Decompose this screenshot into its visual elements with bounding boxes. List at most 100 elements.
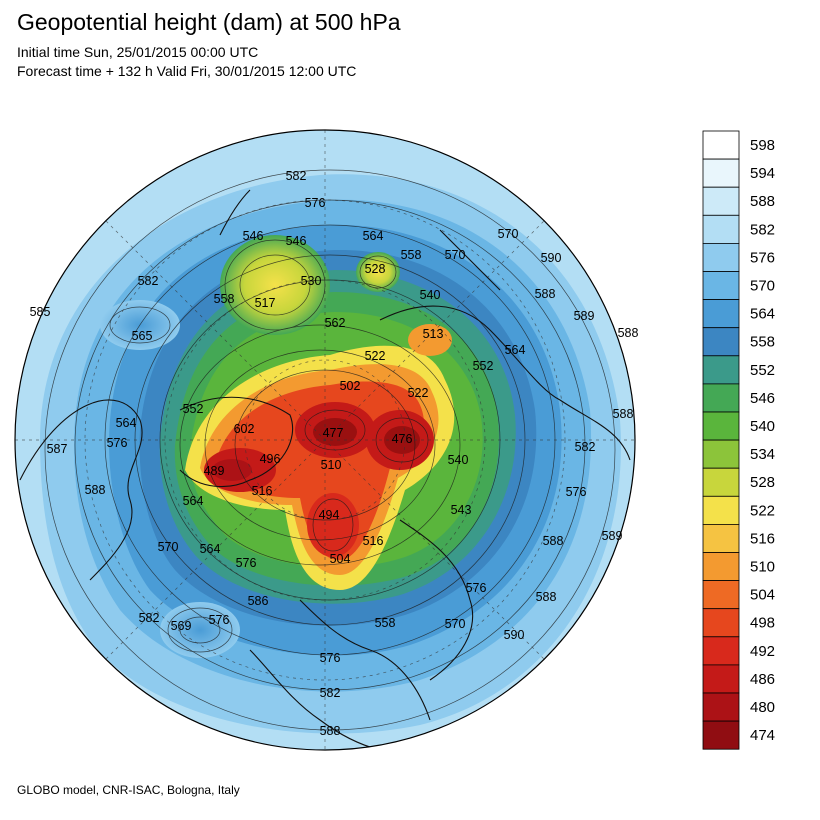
contour-label: 516: [363, 534, 384, 548]
contour-label: 564: [116, 416, 137, 430]
contour-label: 576: [320, 651, 341, 665]
colorbar-label: 528: [750, 474, 775, 491]
contour-label: 570: [445, 248, 466, 262]
contour-label: 528: [365, 262, 386, 276]
colorbar-box-534: [702, 439, 740, 469]
contour-label: 517: [255, 296, 276, 310]
contour-label: 585: [30, 305, 51, 319]
colorbar-box-474: [702, 720, 740, 750]
contour-label: 588: [535, 287, 556, 301]
contour-label: 565: [132, 329, 153, 343]
colorbar-box-498: [702, 608, 740, 638]
colorbar-box-588: [702, 186, 740, 216]
contour-label: 570: [498, 227, 519, 241]
contour-label: 586: [248, 594, 269, 608]
contour-label: 552: [183, 402, 204, 416]
contour-label: 570: [445, 617, 466, 631]
map-title: Geopotential height (dam) at 500 hPa: [17, 9, 401, 35]
colorbar-label: 552: [750, 362, 775, 379]
contour-label: 530: [301, 274, 322, 288]
contour-label: 546: [286, 234, 307, 248]
colorbar-label: 564: [750, 306, 775, 323]
forecast-time-label: Forecast time + 132 h Valid Fri, 30/01/2…: [17, 63, 357, 79]
colorbar-box-510: [702, 552, 740, 582]
colorbar-label: 486: [750, 671, 775, 688]
contour-label: 477: [323, 426, 344, 440]
contour-label: 590: [504, 628, 525, 642]
contour-label: 564: [363, 229, 384, 243]
contour-label: 570: [158, 540, 179, 554]
colorbar-label: 540: [750, 418, 775, 435]
contour-label: 590: [541, 251, 562, 265]
colorbar-label: 516: [750, 530, 775, 547]
initial-time-label: Initial time Sun, 25/01/2015 00:00 UTC: [17, 44, 259, 60]
contour-label: 476: [392, 432, 413, 446]
colorbar-label: 498: [750, 615, 775, 632]
colorbar-box-576: [702, 242, 740, 272]
contour-label: 522: [408, 386, 429, 400]
contour-label: 562: [325, 316, 346, 330]
contour-label: 496: [260, 452, 281, 466]
colorbar-box-480: [702, 692, 740, 722]
graticule: [15, 130, 635, 750]
map-border: [14, 129, 636, 751]
model-credit: GLOBO model, CNR-ISAC, Bologna, Italy: [17, 783, 240, 797]
contour-label: 602: [234, 422, 255, 436]
contour-label: 558: [375, 616, 396, 630]
colorbar-box-528: [702, 467, 740, 497]
height-field: [15, 130, 635, 750]
contour-label: 576: [236, 556, 257, 570]
contour-label: 502: [340, 379, 361, 393]
contour-labels: 582 576 546 546 564 558 570 528 530 517 562 540 513 5…: [30, 169, 639, 738]
contour-label: 569: [171, 619, 192, 633]
contour-label: 587: [47, 442, 68, 456]
colorbar-box-598: [702, 130, 740, 160]
colorbar-label: 570: [750, 278, 775, 295]
colorbar-box-486: [702, 664, 740, 694]
colorbar-label: 594: [750, 165, 775, 182]
contour-label: 588: [536, 590, 557, 604]
colorbar-box-516: [702, 524, 740, 553]
colorbar-box-492: [702, 636, 740, 666]
colorbar-label: 582: [750, 221, 775, 238]
colorbar-label: 522: [750, 502, 775, 519]
contour-label: 516: [252, 484, 273, 498]
contour-label: 576: [566, 485, 587, 499]
colorbar-label: 588: [750, 193, 775, 210]
contour-label: 558: [214, 292, 235, 306]
coastlines: [19, 189, 631, 750]
contour-label: 582: [138, 274, 159, 288]
contour-label: 582: [139, 611, 160, 625]
colorbar-box-522: [702, 495, 740, 525]
colorbar-label: 558: [750, 334, 775, 351]
colorbar-box-594: [702, 158, 740, 188]
colorbar-boxes: [702, 130, 740, 750]
contour-label: 576: [107, 436, 128, 450]
colorbar-label: 504: [750, 587, 775, 604]
contour-label: 522: [365, 349, 386, 363]
contour-label: 576: [209, 613, 230, 627]
contour-label: 588: [618, 326, 639, 340]
contour-label: 494: [319, 508, 340, 522]
colorbar-box-540: [702, 411, 740, 441]
colorbar-labels: 598 594 588 582 576 570 564 558 552 546 540 534 528 5…: [750, 137, 775, 744]
contour-label: 564: [505, 343, 526, 357]
colorbar-box-582: [702, 214, 740, 244]
contour-label: 588: [543, 534, 564, 548]
contour-label: 588: [85, 483, 106, 497]
contour-label: 546: [243, 229, 264, 243]
colorbar-label: 576: [750, 249, 775, 266]
contour-label: 576: [305, 196, 326, 210]
contour-label: 589: [574, 309, 595, 323]
colorbar-box-552: [702, 355, 740, 385]
contour-label: 489: [204, 464, 225, 478]
colorbar-box-564: [702, 299, 740, 329]
contour-label: 540: [420, 288, 441, 302]
contour-label: 564: [183, 494, 204, 508]
contour-label: 588: [320, 724, 341, 738]
colorbar-label: 546: [750, 390, 775, 407]
contour-label: 576: [466, 581, 487, 595]
colorbar-box-504: [702, 580, 740, 610]
